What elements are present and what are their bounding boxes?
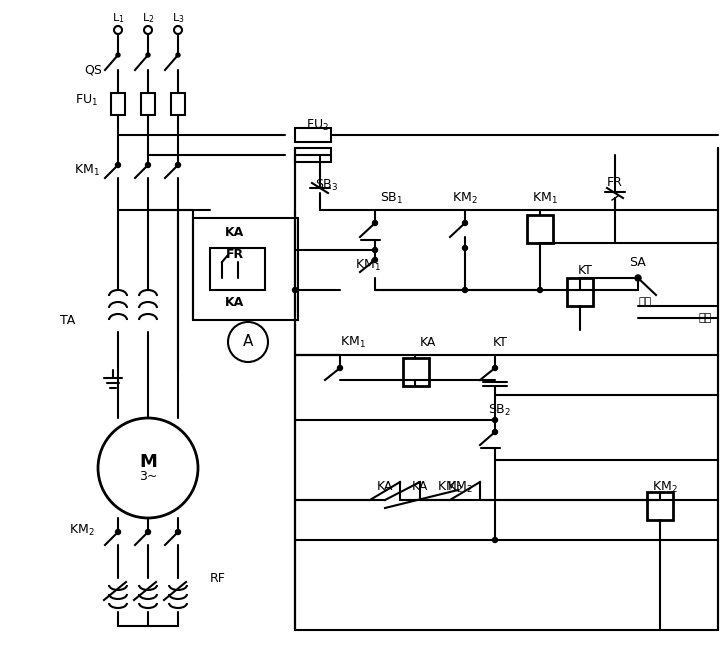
Text: KM$_2$: KM$_2$ <box>452 190 478 206</box>
Circle shape <box>493 366 497 371</box>
Circle shape <box>228 322 268 362</box>
Circle shape <box>462 287 467 292</box>
Circle shape <box>338 366 342 371</box>
Bar <box>647 492 673 520</box>
Text: KM$_2$: KM$_2$ <box>69 522 95 538</box>
Text: SB$_2$: SB$_2$ <box>488 402 512 417</box>
Text: KM$_1$: KM$_1$ <box>532 190 558 206</box>
Text: KM$_1$: KM$_1$ <box>74 162 100 177</box>
Text: L$_3$: L$_3$ <box>172 11 184 25</box>
Circle shape <box>293 287 298 292</box>
Circle shape <box>462 221 467 226</box>
Text: RF: RF <box>210 571 226 584</box>
Text: KA: KA <box>226 296 245 309</box>
Text: L$_1$: L$_1$ <box>111 11 124 25</box>
Bar <box>171 93 185 115</box>
Circle shape <box>537 287 542 292</box>
Circle shape <box>636 276 641 281</box>
Circle shape <box>116 529 121 534</box>
Text: A: A <box>243 334 253 349</box>
Text: KA: KA <box>420 336 436 349</box>
Circle shape <box>146 162 151 168</box>
Text: 手动: 手动 <box>698 313 712 323</box>
Text: TA: TA <box>60 314 76 327</box>
Circle shape <box>493 538 497 542</box>
Text: FU$_2$: FU$_2$ <box>306 118 330 133</box>
Circle shape <box>116 162 121 168</box>
Circle shape <box>174 26 182 34</box>
Text: FR: FR <box>226 248 244 261</box>
Circle shape <box>146 53 150 57</box>
Text: KA: KA <box>377 481 393 494</box>
Text: QS: QS <box>84 63 102 76</box>
Bar <box>527 215 553 243</box>
Text: KA: KA <box>226 226 245 239</box>
Text: KT: KT <box>493 336 507 349</box>
Text: KM$_1$: KM$_1$ <box>340 334 366 349</box>
Bar <box>111 93 125 115</box>
Text: 3~: 3~ <box>139 470 157 483</box>
Text: M: M <box>139 453 157 471</box>
Circle shape <box>493 417 497 422</box>
Circle shape <box>175 529 181 534</box>
Text: KT: KT <box>577 263 593 276</box>
Circle shape <box>462 245 467 250</box>
Circle shape <box>98 418 198 518</box>
Text: 自动: 自动 <box>638 297 652 307</box>
Circle shape <box>635 275 641 281</box>
Circle shape <box>144 26 152 34</box>
Bar <box>295 148 331 162</box>
Text: SB$_3$: SB$_3$ <box>315 177 339 193</box>
Circle shape <box>110 430 186 506</box>
Text: FU$_1$: FU$_1$ <box>76 93 98 107</box>
Bar <box>567 278 593 306</box>
Text: KM$_2$: KM$_2$ <box>447 479 473 494</box>
Text: KM$_2$: KM$_2$ <box>652 479 678 494</box>
Circle shape <box>373 258 378 263</box>
Circle shape <box>114 26 122 34</box>
Bar <box>141 93 155 115</box>
Text: L$_2$: L$_2$ <box>142 11 154 25</box>
Bar <box>193 218 298 320</box>
Bar <box>210 248 265 290</box>
Bar <box>403 358 429 386</box>
Circle shape <box>373 248 378 252</box>
Text: SB$_1$: SB$_1$ <box>380 190 403 206</box>
Circle shape <box>176 53 180 57</box>
Text: KM$_1$: KM$_1$ <box>355 258 381 272</box>
Circle shape <box>146 529 151 534</box>
Text: FR: FR <box>607 177 623 190</box>
Circle shape <box>116 53 120 57</box>
Bar <box>295 128 331 142</box>
Text: KM$_2$: KM$_2$ <box>437 479 463 494</box>
Circle shape <box>493 430 497 435</box>
Circle shape <box>175 162 181 168</box>
Text: KA: KA <box>412 481 428 494</box>
Text: SA: SA <box>630 256 646 269</box>
Circle shape <box>373 221 378 226</box>
